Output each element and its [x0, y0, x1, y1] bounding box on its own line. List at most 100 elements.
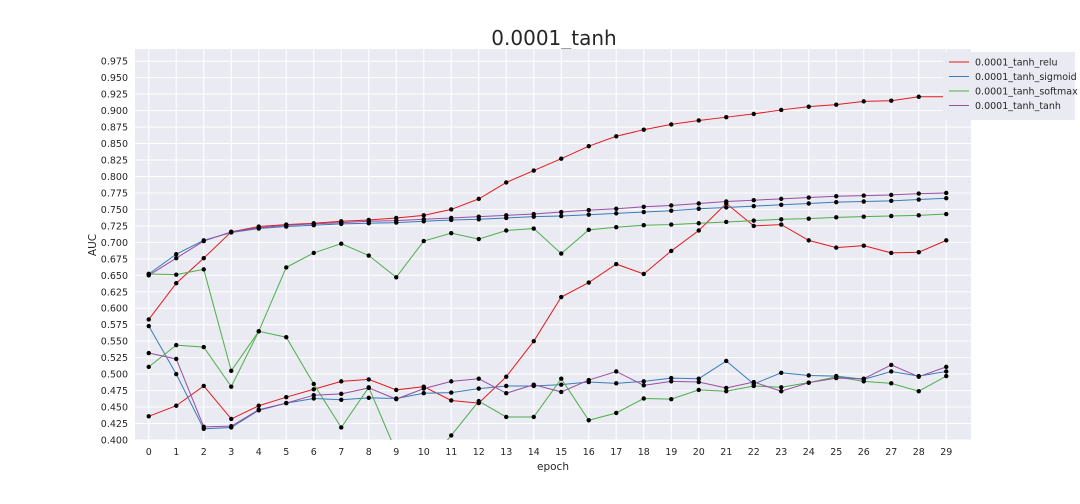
- x-tick-label: 27: [885, 447, 897, 458]
- data-point: [916, 389, 921, 394]
- data-point: [559, 294, 564, 300]
- data-point: [861, 243, 866, 248]
- plot-background: [135, 49, 971, 440]
- data-point: [834, 215, 839, 220]
- data-point: [586, 207, 591, 213]
- series-line: [148, 192, 947, 276]
- data-point: [806, 380, 811, 385]
- data-point: [421, 391, 426, 396]
- legend-box: [943, 52, 1075, 120]
- data-point: [889, 369, 894, 374]
- data-point: [559, 209, 564, 215]
- data-point: [146, 350, 151, 356]
- data-point: [146, 273, 151, 278]
- data-point: [696, 387, 701, 393]
- data-point: [861, 214, 866, 219]
- data-point: [201, 344, 206, 350]
- data-point: [696, 379, 701, 385]
- data-point: [944, 190, 949, 196]
- series-line: [148, 213, 947, 372]
- data-point: [806, 216, 811, 221]
- data-point: [779, 389, 784, 394]
- data-point: [174, 252, 179, 257]
- data-point: [366, 385, 371, 391]
- data-point: [284, 265, 289, 270]
- y-tick-label: 0.975: [101, 57, 128, 68]
- x-tick-label: 7: [338, 447, 344, 458]
- data-point: [421, 213, 426, 218]
- data-point: [779, 385, 784, 390]
- data-point: [751, 203, 756, 209]
- x-tick-label: 17: [610, 447, 622, 458]
- data-point: [806, 104, 811, 109]
- data-point: [449, 433, 454, 438]
- data-point: [229, 368, 234, 374]
- data-point: [476, 386, 481, 391]
- data-point: [861, 199, 866, 204]
- x-tick-label: 13: [500, 447, 512, 458]
- data-point: [366, 253, 371, 258]
- legend-label: 0.0001_tanh_tanh: [975, 101, 1061, 112]
- data-point: [449, 215, 454, 221]
- data-point: [861, 193, 866, 198]
- data-point: [476, 196, 481, 202]
- data-point: [339, 241, 344, 246]
- data-point: [531, 382, 536, 387]
- data-point: [889, 192, 894, 198]
- data-point: [504, 374, 509, 379]
- data-point: [339, 379, 344, 384]
- data-point: [394, 275, 399, 280]
- data-point: [834, 102, 839, 107]
- x-tick-label: 10: [418, 447, 430, 458]
- data-point: [641, 383, 646, 388]
- data-point: [174, 356, 179, 362]
- x-tick-label: 11: [445, 447, 457, 458]
- data-point: [311, 381, 316, 387]
- data-point: [449, 398, 454, 403]
- data-point: [889, 213, 894, 219]
- data-point: [696, 376, 701, 381]
- x-tick-label: 2: [201, 447, 207, 458]
- data-point: [641, 396, 646, 401]
- y-tick-label: 0.575: [101, 320, 128, 331]
- data-point: [806, 195, 811, 200]
- x-tick-label: 15: [555, 447, 567, 458]
- data-point: [944, 364, 949, 370]
- data-point: [559, 376, 564, 381]
- data-point: [751, 198, 756, 203]
- data-point: [751, 111, 756, 117]
- x-tick-label: 6: [311, 447, 317, 458]
- data-point: [916, 94, 921, 99]
- data-point: [476, 376, 481, 381]
- x-tick-label: 28: [913, 447, 925, 458]
- data-point: [779, 370, 784, 375]
- data-point: [834, 245, 839, 250]
- y-tick-label: 0.900: [101, 106, 128, 117]
- y-tick-label: 0.800: [101, 172, 128, 183]
- data-point: [696, 228, 701, 233]
- data-point: [229, 423, 234, 429]
- data-point: [944, 238, 949, 243]
- data-point: [641, 223, 646, 228]
- y-tick-label: 0.700: [101, 238, 128, 249]
- data-point: [559, 251, 564, 256]
- data-point: [724, 199, 729, 204]
- data-point: [504, 391, 509, 396]
- data-point: [916, 191, 921, 196]
- y-tick-label: 0.650: [101, 271, 128, 282]
- data-point: [916, 250, 921, 255]
- x-tick-label: 20: [693, 447, 705, 458]
- y-tick-label: 0.675: [101, 254, 128, 265]
- data-point: [724, 385, 729, 391]
- series-lines: [148, 96, 947, 440]
- data-point: [229, 384, 234, 389]
- data-point: [311, 250, 316, 256]
- data-point: [229, 229, 234, 235]
- data-point: [449, 390, 454, 395]
- data-point: [284, 394, 289, 400]
- x-tick-label: 18: [638, 447, 650, 458]
- data-point: [944, 211, 949, 217]
- x-tick-label: 3: [228, 447, 234, 458]
- data-point: [751, 379, 756, 385]
- y-tick-label: 0.625: [101, 287, 128, 298]
